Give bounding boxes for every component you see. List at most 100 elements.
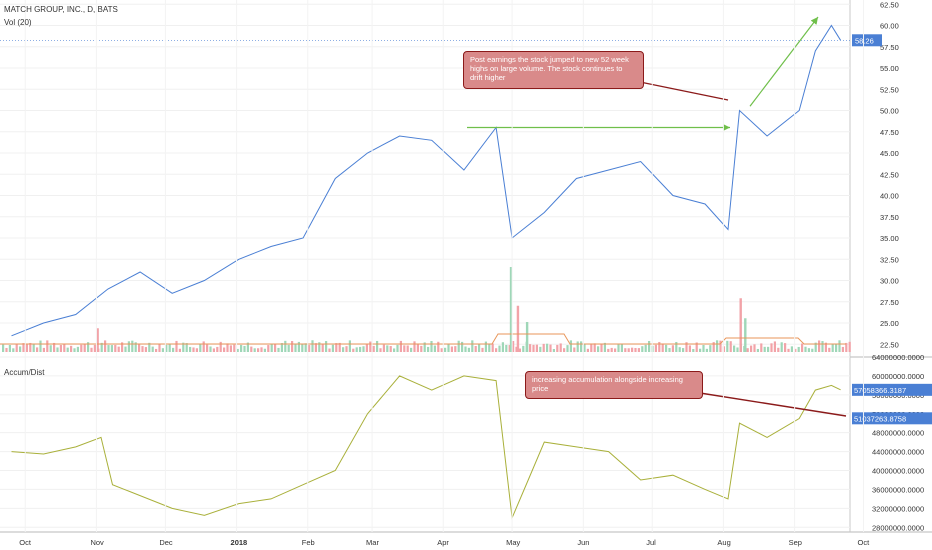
volume-bar (260, 347, 263, 352)
volume-bar (508, 345, 511, 352)
volume-bar (270, 344, 273, 352)
accum-tick-label: 60000000.0000 (872, 372, 924, 381)
volume-bar (80, 344, 83, 352)
volume-bar (107, 345, 110, 352)
volume-bar (335, 343, 338, 352)
volume-bar (811, 348, 814, 352)
volume-bar (573, 347, 576, 352)
volume-bar (702, 345, 705, 352)
volume-bar (389, 346, 392, 352)
volume-bar (297, 341, 300, 352)
volume-bar (627, 348, 630, 352)
volume-bar (631, 347, 634, 352)
volume-bar (240, 344, 243, 352)
volume-bar (692, 348, 695, 352)
volume-bar (610, 347, 613, 352)
volume-bar (325, 341, 328, 352)
volume-bar (709, 345, 712, 352)
volume-bar (471, 340, 474, 352)
volume-bar (634, 347, 637, 352)
volume-bar (185, 343, 188, 352)
volume-bar (542, 343, 545, 352)
volume-bar (345, 346, 348, 352)
volume-bar (440, 348, 443, 352)
volume-bar (467, 347, 470, 352)
price-tick-label: 60.00 (880, 22, 899, 31)
volume-bar (229, 345, 232, 352)
volume-bar (733, 345, 736, 352)
volume-bar (794, 348, 797, 352)
accum-tick-label: 48000000.0000 (872, 429, 924, 438)
volume-bar (481, 347, 484, 352)
volume-bar (263, 348, 266, 352)
volume-bar (396, 344, 399, 352)
volume-bar (763, 346, 766, 352)
volume-bar (807, 348, 810, 352)
volume-bar (70, 345, 73, 352)
accum-callout[interactable]: increasing accumulation alongside increa… (525, 371, 703, 399)
volume-bar (518, 348, 521, 352)
x-tick-label: Apr (437, 538, 449, 547)
volume-bar (539, 346, 542, 352)
volume-bar (267, 345, 270, 352)
volume-bar (233, 344, 236, 352)
volume-bar (552, 348, 555, 352)
volume-bar (658, 341, 661, 352)
price-tick-label: 55.00 (880, 64, 899, 73)
volume-bar (433, 345, 436, 352)
volume-spike-bar (525, 322, 529, 352)
accum-second-label: 51037263.8758 (854, 414, 906, 423)
volume-bar (522, 345, 525, 352)
volume-bar (804, 346, 807, 352)
volume-bar (777, 347, 780, 352)
x-tick-label: Jul (646, 538, 656, 547)
volume-bar (790, 346, 793, 352)
price-callout[interactable]: Post earnings the stock jumped to new 52… (463, 51, 644, 89)
price-tick-label: 30.00 (880, 277, 899, 286)
price-callout-pointer (639, 81, 729, 101)
volume-bar (719, 340, 722, 352)
volume-bar (46, 340, 49, 352)
volume-bar (352, 348, 355, 352)
volume-bar (314, 343, 317, 352)
x-tick-label: Dec (159, 538, 173, 547)
volume-bar (311, 340, 314, 352)
volume-bar (39, 340, 42, 352)
volume-bar (202, 341, 205, 352)
volume-bar (447, 343, 450, 352)
volume-bar (767, 346, 770, 352)
volume-spike-bar (739, 298, 742, 352)
volume-bar (478, 343, 481, 352)
volume-bar (12, 348, 15, 352)
volume-bar (257, 348, 260, 352)
volume-bar (223, 347, 226, 352)
volume-bar (607, 348, 610, 352)
volume-bar (253, 348, 256, 352)
volume-bar (498, 345, 501, 352)
volume-bar (294, 344, 297, 352)
volume-bar (195, 348, 198, 352)
volume-bar (151, 346, 154, 352)
volume-bar (59, 344, 62, 352)
price-tick-label: 37.50 (880, 213, 899, 222)
volume-bar (5, 347, 8, 352)
volume-bar (474, 345, 477, 352)
volume-bar (427, 346, 430, 352)
volume-bar (586, 348, 589, 352)
volume-bar (25, 344, 28, 352)
volume-bar (168, 343, 171, 352)
volume-bar (386, 345, 389, 352)
price-tick-label: 52.50 (880, 85, 899, 94)
volume-bar (226, 343, 229, 352)
accum-last-label: 57058366.3187 (854, 386, 906, 395)
volume-bar (835, 343, 838, 352)
volume-bar (291, 341, 294, 352)
volume-bar (695, 342, 698, 352)
volume-bar (355, 347, 358, 352)
volume-bar (583, 343, 586, 352)
volume-bar (824, 342, 827, 352)
volume-bar (784, 343, 787, 352)
volume-label: Vol (20) (4, 18, 32, 27)
trend-arrow (749, 16, 819, 107)
